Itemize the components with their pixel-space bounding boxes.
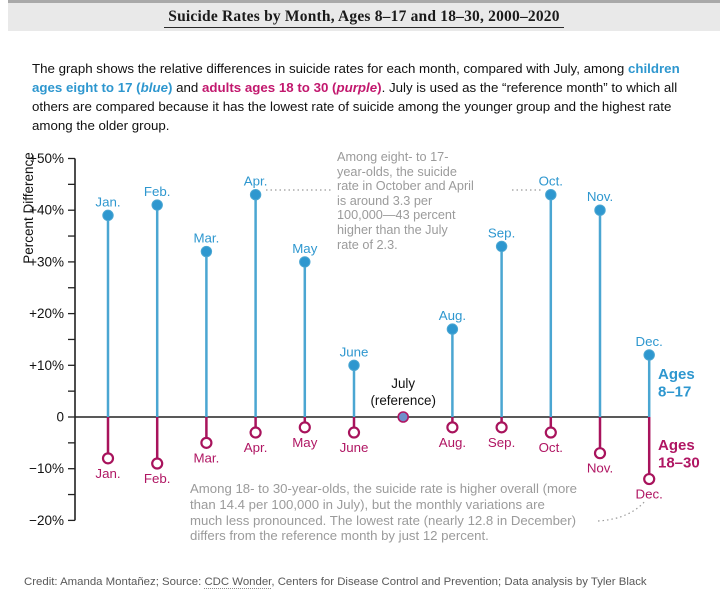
month-label-Oct.: Oct. — [539, 440, 563, 455]
month-label-June: June — [340, 440, 369, 455]
credit-line: Credit: Amanda Montañez; Source: CDC Won… — [24, 576, 647, 589]
marker-ages-18-30-11 — [643, 472, 656, 486]
credit-post: , Centers for Disease Control and Preven… — [271, 576, 647, 588]
july-reference-label: (reference) — [370, 393, 436, 408]
month-label-Feb.: Feb. — [144, 184, 171, 199]
month-label-Sep.: Sep. — [488, 435, 515, 450]
month-label-Aug.: Aug. — [439, 308, 466, 323]
month-label-Sep.: Sep. — [488, 225, 515, 240]
annotation-ages-18-30: Among 18- to 30-year-olds, the suicide r… — [190, 481, 578, 544]
marker-ages-8-17-10 — [594, 204, 606, 216]
month-label-Nov.: Nov. — [587, 461, 613, 476]
intro-text-mid: and — [172, 80, 202, 95]
intro-purple-italic: purple — [336, 80, 378, 95]
intro-blue-close: ) — [167, 80, 173, 95]
month-label-Nov.: Nov. — [587, 189, 613, 204]
month-label-May: May — [292, 241, 317, 256]
marker-ages-18-30-7 — [446, 421, 459, 434]
y-tick-label: +40% — [29, 203, 64, 218]
legend-ages-18-30: Ages — [658, 437, 695, 454]
july-reference-label: July — [391, 376, 415, 391]
y-tick-label: −10% — [29, 461, 64, 476]
marker-ages-8-17-8 — [495, 240, 508, 253]
y-tick-label: −20% — [29, 513, 64, 528]
credit-pre: Credit: Amanda Montañez; Source: — [24, 576, 205, 588]
month-label-June: June — [340, 344, 369, 359]
intro-paragraph: The graph shows the relative differences… — [32, 59, 700, 135]
month-label-May: May — [292, 435, 317, 450]
leader-december — [597, 499, 647, 522]
month-label-Jan.: Jan. — [95, 466, 120, 481]
marker-ages-18-30-2 — [200, 436, 213, 449]
page-title: Suicide Rates by Month, Ages 8–17 and 18… — [164, 8, 564, 28]
marker-ages-18-30-9 — [544, 426, 557, 439]
month-label-Dec.: Dec. — [636, 487, 663, 502]
marker-ages-8-17-3 — [249, 188, 262, 201]
intro-blue-italic: blue — [140, 80, 168, 95]
month-label-Feb.: Feb. — [144, 471, 171, 486]
marker-ages-8-17-7 — [446, 323, 459, 335]
month-label-Apr.: Apr. — [244, 174, 268, 189]
annotation-ages-8-17: Among eight- to 17- year-olds, the suici… — [337, 150, 474, 252]
title-band: Suicide Rates by Month, Ages 8–17 and 18… — [8, 0, 720, 31]
intro-text-2: . July is used as the “reference month” … — [32, 80, 678, 133]
month-label-Mar.: Mar. — [193, 450, 219, 465]
marker-ages-8-17-2 — [200, 245, 213, 258]
marker-ages-8-17-1 — [151, 199, 163, 211]
intro-blue-group-label: children ages eight to 17 ( — [32, 61, 680, 95]
marker-ages-8-17-9 — [545, 188, 557, 201]
legend-ages-8-17: Ages — [658, 366, 695, 383]
intro-purple-close: ) — [377, 80, 382, 95]
marker-ages-8-17-0 — [102, 209, 114, 222]
intro-purple-group-label: adults ages 18 to 30 ( — [201, 80, 337, 95]
marker-ages-18-30-5 — [347, 426, 361, 439]
marker-ages-18-30-3 — [249, 426, 262, 439]
marker-ages-18-30-0 — [101, 452, 115, 465]
y-axis-title: Percent Difference — [21, 152, 36, 264]
intro-text-1: The graph shows the relative differences… — [32, 61, 628, 76]
marker-ages-18-30-10 — [593, 447, 607, 460]
month-label-Jan.: Jan. — [95, 194, 120, 209]
month-label-Aug.: Aug. — [439, 435, 466, 450]
y-tick-label: 0 — [56, 410, 64, 425]
marker-ages-8-17-11 — [643, 349, 655, 361]
credit-source-link[interactable]: CDC Wonder — [204, 576, 272, 589]
y-tick-label: +50% — [29, 151, 64, 166]
month-label-Apr.: Apr. — [244, 440, 268, 455]
marker-ages-18-30-8 — [495, 421, 508, 434]
month-label-Oct.: Oct. — [539, 174, 563, 189]
month-label-Mar.: Mar. — [193, 231, 219, 246]
y-tick-label: +10% — [29, 358, 64, 373]
y-tick-label: +20% — [29, 306, 64, 321]
y-tick-label: +30% — [29, 254, 64, 269]
marker-ages-18-30-4 — [298, 421, 311, 434]
marker-ages-8-17-5 — [348, 359, 360, 372]
marker-ages-18-30-1 — [151, 457, 164, 470]
legend-ages-18-30: 18–30 — [658, 455, 700, 472]
marker-july-reference — [397, 411, 410, 423]
marker-ages-8-17-4 — [299, 256, 311, 268]
month-label-Dec.: Dec. — [636, 334, 663, 349]
lollipop-chart: +50% +40% +30% +20% +10% 0 −10% −20% Percent Dif… — [21, 151, 700, 528]
legend-ages-8-17: 8–17 — [658, 384, 691, 401]
